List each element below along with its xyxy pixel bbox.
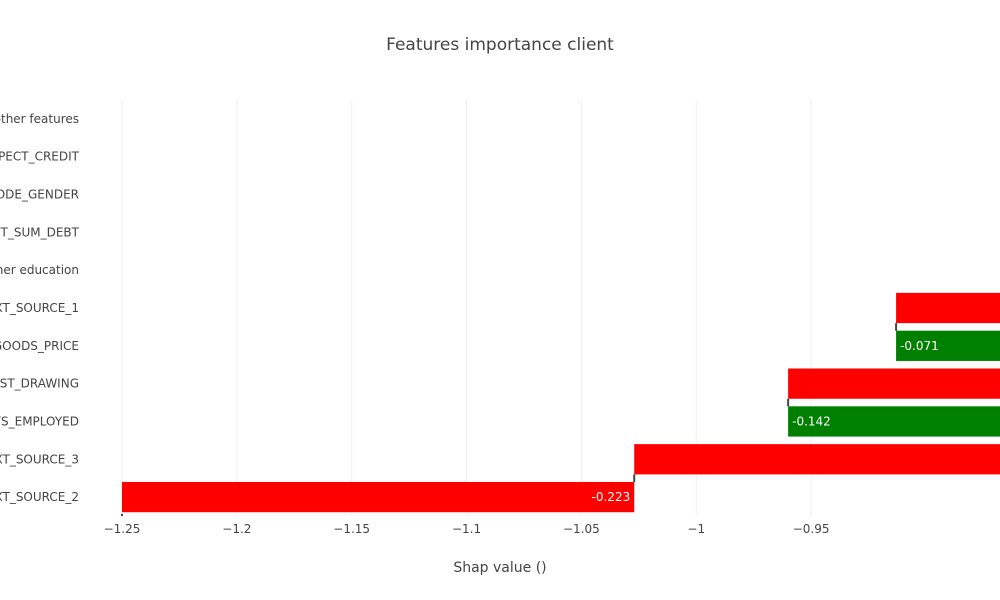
x-tick-label: −1.2 — [222, 522, 251, 536]
category-label: EXT_SOURCE_3 — [0, 452, 79, 466]
bar-ext-source-2 — [122, 481, 635, 513]
category-label: GOODS_PRICE — [0, 339, 79, 353]
category-label: EXT_SOURCE_2 — [0, 490, 79, 504]
x-axis-title: Shap value () — [453, 560, 546, 576]
category-label: gher education — [0, 263, 79, 277]
x-tick-label: −0.95 — [793, 522, 830, 536]
bar-value-label: -0.142 — [792, 414, 831, 428]
bars — [122, 292, 1000, 513]
category-label: DIT_SUM_DEBT — [0, 225, 80, 239]
x-tick-label: −1.15 — [333, 522, 370, 536]
bar-first-drawing — [788, 368, 1000, 399]
bar-ext-source-1 — [896, 292, 1000, 324]
category-label: EXT_SOURCE_1 — [0, 301, 79, 315]
chart-title: Features importance client — [386, 35, 614, 55]
x-tick-label: −1.25 — [104, 522, 141, 536]
x-tick-label: −1.05 — [563, 522, 600, 536]
category-label: XPECT_CREDIT — [0, 150, 80, 164]
bar-ext-source-3 — [634, 444, 1000, 475]
category-label: other features — [0, 112, 79, 126]
bar-value-label: -0.071 — [900, 339, 939, 353]
category-label: CODE_GENDER — [0, 188, 79, 202]
bar-goods-price — [896, 330, 1000, 361]
category-label: YS_EMPLOYED — [0, 414, 79, 428]
x-tick-label: −1 — [687, 522, 705, 536]
bar-days-employed — [788, 406, 1000, 437]
category-label: RST_DRAWING — [0, 377, 79, 391]
gridlines — [121, 100, 812, 516]
category-labels: EXT_SOURCE_2 EXT_SOURCE_3 YS_EMPLOYED RST_D… — [0, 112, 80, 504]
x-tick-label: −1.1 — [452, 522, 481, 536]
x-ticks: −1.25 −1.2 −1.15 −1.1 −1.05 −1 −0.95 — [104, 522, 830, 536]
bar-value-label: -0.223 — [592, 490, 631, 504]
bar-labels: -0.2230.209-0.1420.118-0.0710.060.0550.0… — [592, 339, 939, 504]
connectors — [121, 323, 898, 516]
